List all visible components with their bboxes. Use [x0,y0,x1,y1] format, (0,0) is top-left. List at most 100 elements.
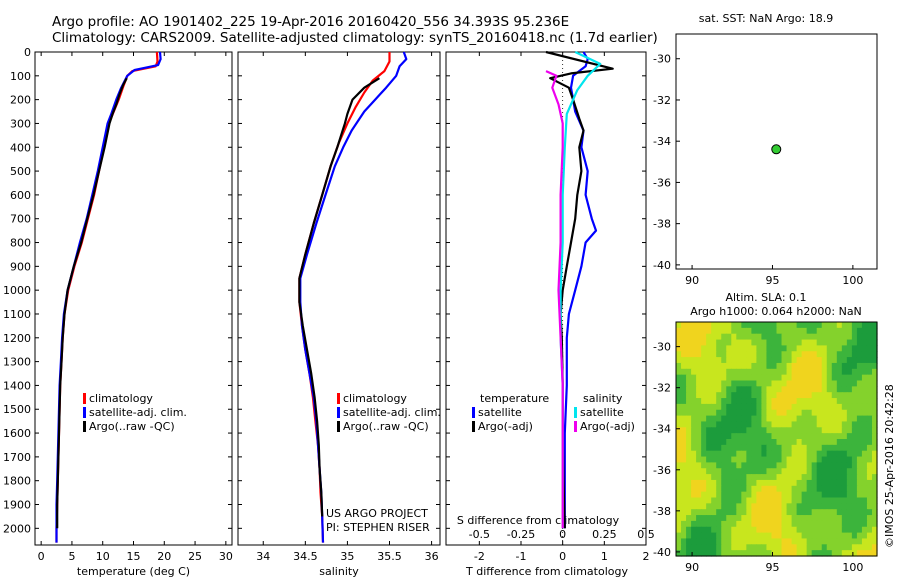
sla-heatmap-cell [746,468,752,475]
sla-heatmap-cell [791,515,798,522]
sla-heatmap-cell [856,456,863,463]
sla-heatmap-cell [831,526,838,534]
sla-heatmap-cell [701,427,707,434]
sla-heatmap-cell [836,515,843,522]
sla-heatmap-cell [781,526,788,534]
sla-heatmap-cell [786,468,793,475]
sla-heatmap-cell [766,409,773,417]
sla-heatmap-cell [831,368,838,376]
sla-heatmap-cell [856,403,863,411]
sla-heatmap-cell [716,503,722,510]
sla-heatmap-cell [871,333,878,341]
sla-heatmap-cell [846,462,853,469]
sla-heatmap-cell [846,497,853,504]
sla-heatmap-cell [746,357,752,364]
salinity-frame [237,51,441,546]
sla-heatmap-cell [741,439,747,446]
sla-heatmap-cell [816,532,823,540]
sla-heatmap-cell [711,368,717,376]
difference-xtick-label: 2 [643,550,650,563]
sla-heatmap-cell [686,474,692,481]
sla-heatmap-cell [691,462,697,469]
sla-heatmap-cell [681,386,687,393]
sla-heatmap-cell [811,398,818,405]
sla-heatmap-cell [806,362,813,370]
sla-heatmap-cell [786,398,793,405]
sla-heatmap-cell [761,439,768,446]
sla-heatmap-cell [851,392,858,399]
sla-heatmap-cell [711,462,717,469]
sla-heatmap-cell [676,474,682,481]
sla-heatmap-cell [681,374,687,382]
sla-heatmap-cell [706,392,712,399]
sla-heatmap-cell [796,520,803,528]
sla-heatmap-cell [816,462,823,469]
sla-heatmap-cell [761,322,768,329]
sla-heatmap-cell [871,497,878,504]
sla-heatmap-cell [836,479,843,487]
sla-heatmap-cell [781,485,788,493]
sla-heatmap-cell [676,322,682,329]
sla-heatmap-cell [836,526,843,534]
sla-heatmap-cell [726,439,732,446]
sla-heatmap-cell [756,357,763,364]
sla-heatmap-cell [806,526,813,534]
sla-heatmap-cell [686,462,692,469]
sla-heatmap-cell [731,345,737,352]
sla-heatmap-cell [691,526,697,534]
sla-heatmap-cell [706,550,712,557]
sla-heatmap-cell [721,462,727,469]
sla-heatmap-cell [801,468,808,475]
sla-heatmap-cell [706,503,712,510]
sla-heatmap-cell [691,503,697,510]
sla-heatmap-cell [701,544,707,551]
sla-heatmap-cell [746,485,752,493]
sla-heatmap-cell [826,509,833,516]
sla-heatmap-cell [751,544,758,551]
sla-heatmap-cell [751,351,758,358]
sla-heatmap-cell [706,433,712,440]
sla-heatmap-cell [781,386,788,393]
sla-heatmap-cell [766,497,773,504]
sla-heatmap-cell [831,479,838,487]
sla-heatmap-cell [836,386,843,393]
sla-heatmap-cell [821,427,828,434]
sla-heatmap-cell [806,503,813,510]
sla-heatmap-cell [871,386,878,393]
sla-heatmap-cell [686,392,692,399]
sla-heatmap-cell [731,526,737,534]
sla-heatmap-cell [831,550,838,557]
sla-heatmap-cell [761,503,768,510]
sla-heatmap-cell [711,532,717,540]
sla-heatmap-cell [746,427,752,434]
sla-heatmap-cell [831,339,838,346]
sla-heatmap-cell [781,398,788,405]
sla-heatmap-cell [766,351,773,358]
sla-heatmap-cell [771,351,778,358]
sla-heatmap-cell [741,450,747,458]
sla-heatmap-cell [856,351,863,358]
sla-heatmap-cell [831,386,838,393]
sla-heatmap-cell [846,339,853,346]
sla-heatmap-cell [781,327,788,335]
sla-heatmap-cell [696,544,702,551]
sla-heatmap-cell [826,497,833,504]
sla-heatmap-cell [696,462,702,469]
sla-heatmap-cell [691,538,697,545]
sla-heatmap-cell [781,421,788,428]
sla-heatmap-cell [761,409,768,417]
sla-heatmap-cell [711,357,717,364]
sla-heatmap-cell [751,520,758,528]
sla-heatmap-cell [856,362,863,370]
sla-heatmap-cell [861,538,868,545]
sla-heatmap-cell [861,485,868,493]
sla-heatmap-cell [776,474,783,481]
sla-heatmap-cell [831,515,838,522]
salinity-series-line [298,77,380,517]
sla-heatmap-cell [846,345,853,352]
sla-heatmap-cell [866,380,873,387]
sla-heatmap-cell [841,368,848,376]
sla-heatmap-cell [716,550,722,557]
sla-heatmap-cell [696,357,702,364]
sla-heatmap-cell [806,374,813,382]
